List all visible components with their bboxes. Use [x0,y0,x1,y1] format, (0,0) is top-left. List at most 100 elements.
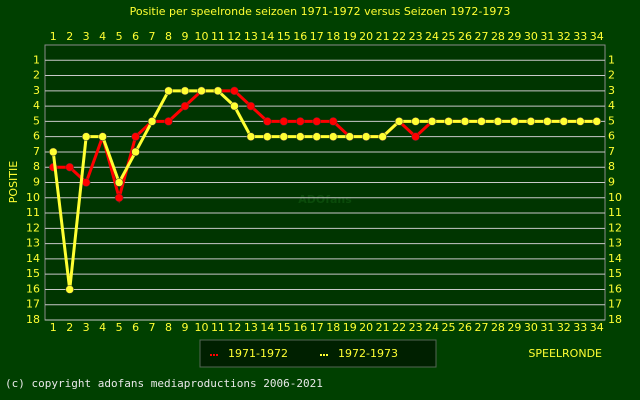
point [526,117,536,126]
x-tick-label: 27 [474,321,488,334]
y-tick-label-right: 12 [608,221,622,234]
x-tick-label: 4 [99,321,106,334]
point [279,132,289,141]
point [65,162,74,172]
point [98,132,107,141]
watermark: ADOfans [298,193,352,206]
point [312,117,322,126]
x-tick-label: 32 [557,321,571,334]
y-tick-label: 15 [26,267,40,280]
x-tick-label: 7 [149,321,156,334]
x-tick-label-top: 34 [590,30,604,43]
x-tick-label-top: 29 [507,30,521,43]
legend-box [199,339,437,368]
y-tick-label-right: 14 [608,252,622,265]
point [345,132,354,141]
y-tick-label: 2 [33,69,40,82]
y-tick-label-right: 8 [608,160,615,173]
point [81,178,91,187]
x-tick-label-top: 30 [524,30,538,43]
y-tick-label: 17 [26,298,40,311]
point [48,147,58,157]
y-tick-label-right: 10 [608,191,622,204]
point [394,117,404,126]
point [230,86,239,96]
x-tick-label-top: 3 [83,30,90,43]
y-tick-label-right: 9 [608,176,615,189]
point [493,117,503,126]
y-tick-label-right: 3 [608,84,615,97]
point [427,117,437,126]
y-tick-label: 4 [33,99,40,112]
x-tick-label: 11 [211,321,225,334]
y-tick-label-right: 15 [608,267,622,280]
point [543,117,552,126]
x-tick-label: 12 [227,321,241,334]
x-tick-label: 24 [425,321,439,334]
x-tick-label-top: 2 [66,30,73,43]
point [279,117,289,126]
x-tick-label-top: 1 [50,30,57,43]
x-tick-label-top: 17 [310,30,324,43]
point [180,101,190,111]
point [296,132,305,141]
footer: (c) copyright adofans mediaproductions 2… [5,377,323,390]
point [510,117,519,126]
x-tick-label: 20 [359,321,373,334]
point [197,86,206,96]
x-tick-label-top: 31 [540,30,554,43]
x-tick-label: 18 [326,321,340,334]
x-tick-label-top: 33 [573,30,587,43]
x-tick-label-top: 6 [132,30,139,43]
x-tick-label: 16 [293,321,307,334]
x-tick-label: 30 [524,321,538,334]
point [444,117,453,126]
x-tick-label-top: 24 [425,30,439,43]
y-tick-label-right: 13 [608,237,622,250]
point [147,117,157,126]
y-tick-label-right: 16 [608,282,622,295]
x-tick-label: 31 [540,321,554,334]
x-tick-label-top: 15 [277,30,291,43]
y-tick-label: 3 [33,84,40,97]
x-tick-label: 10 [194,321,208,334]
x-tick-label-top: 32 [557,30,571,43]
point [246,101,256,111]
chart-title: Positie per speelronde seizoen 1971-1972… [130,5,511,18]
y-tick-label-right: 4 [608,99,615,112]
y-tick-label-right: 11 [608,206,622,219]
point [114,193,124,203]
x-tick-label-top: 18 [326,30,340,43]
x-tick-label: 22 [392,321,406,334]
x-tick-label: 14 [260,321,274,334]
point [411,117,420,126]
y-axis-label: POSITIE [7,161,20,203]
x-tick-label-top: 10 [194,30,208,43]
x-tick-label-top: 27 [474,30,488,43]
point [180,86,190,96]
x-tick-label-top: 16 [293,30,307,43]
x-tick-label-top: 22 [392,30,406,43]
x-tick-label: 17 [310,321,324,334]
x-tick-label-top: 9 [182,30,189,43]
point [164,86,173,96]
y-tick-label-right: 7 [608,145,615,158]
point [328,132,338,141]
point [246,132,256,141]
x-tick-label-top: 28 [491,30,505,43]
point [328,117,338,126]
x-tick-label: 23 [409,321,423,334]
x-tick-label-top: 23 [409,30,423,43]
point [164,117,173,126]
y-tick-label-right: 17 [608,298,622,311]
x-tick-label: 15 [277,321,291,334]
x-tick-label-top: 21 [376,30,390,43]
y-tick-label: 7 [33,145,40,158]
y-tick-label-right: 1 [608,53,615,66]
y-tick-label: 6 [33,130,40,143]
point [213,86,223,96]
x-tick-label-top: 14 [260,30,274,43]
x-tick-label-top: 13 [244,30,258,43]
x-tick-label-top: 5 [116,30,123,43]
point [131,147,140,157]
